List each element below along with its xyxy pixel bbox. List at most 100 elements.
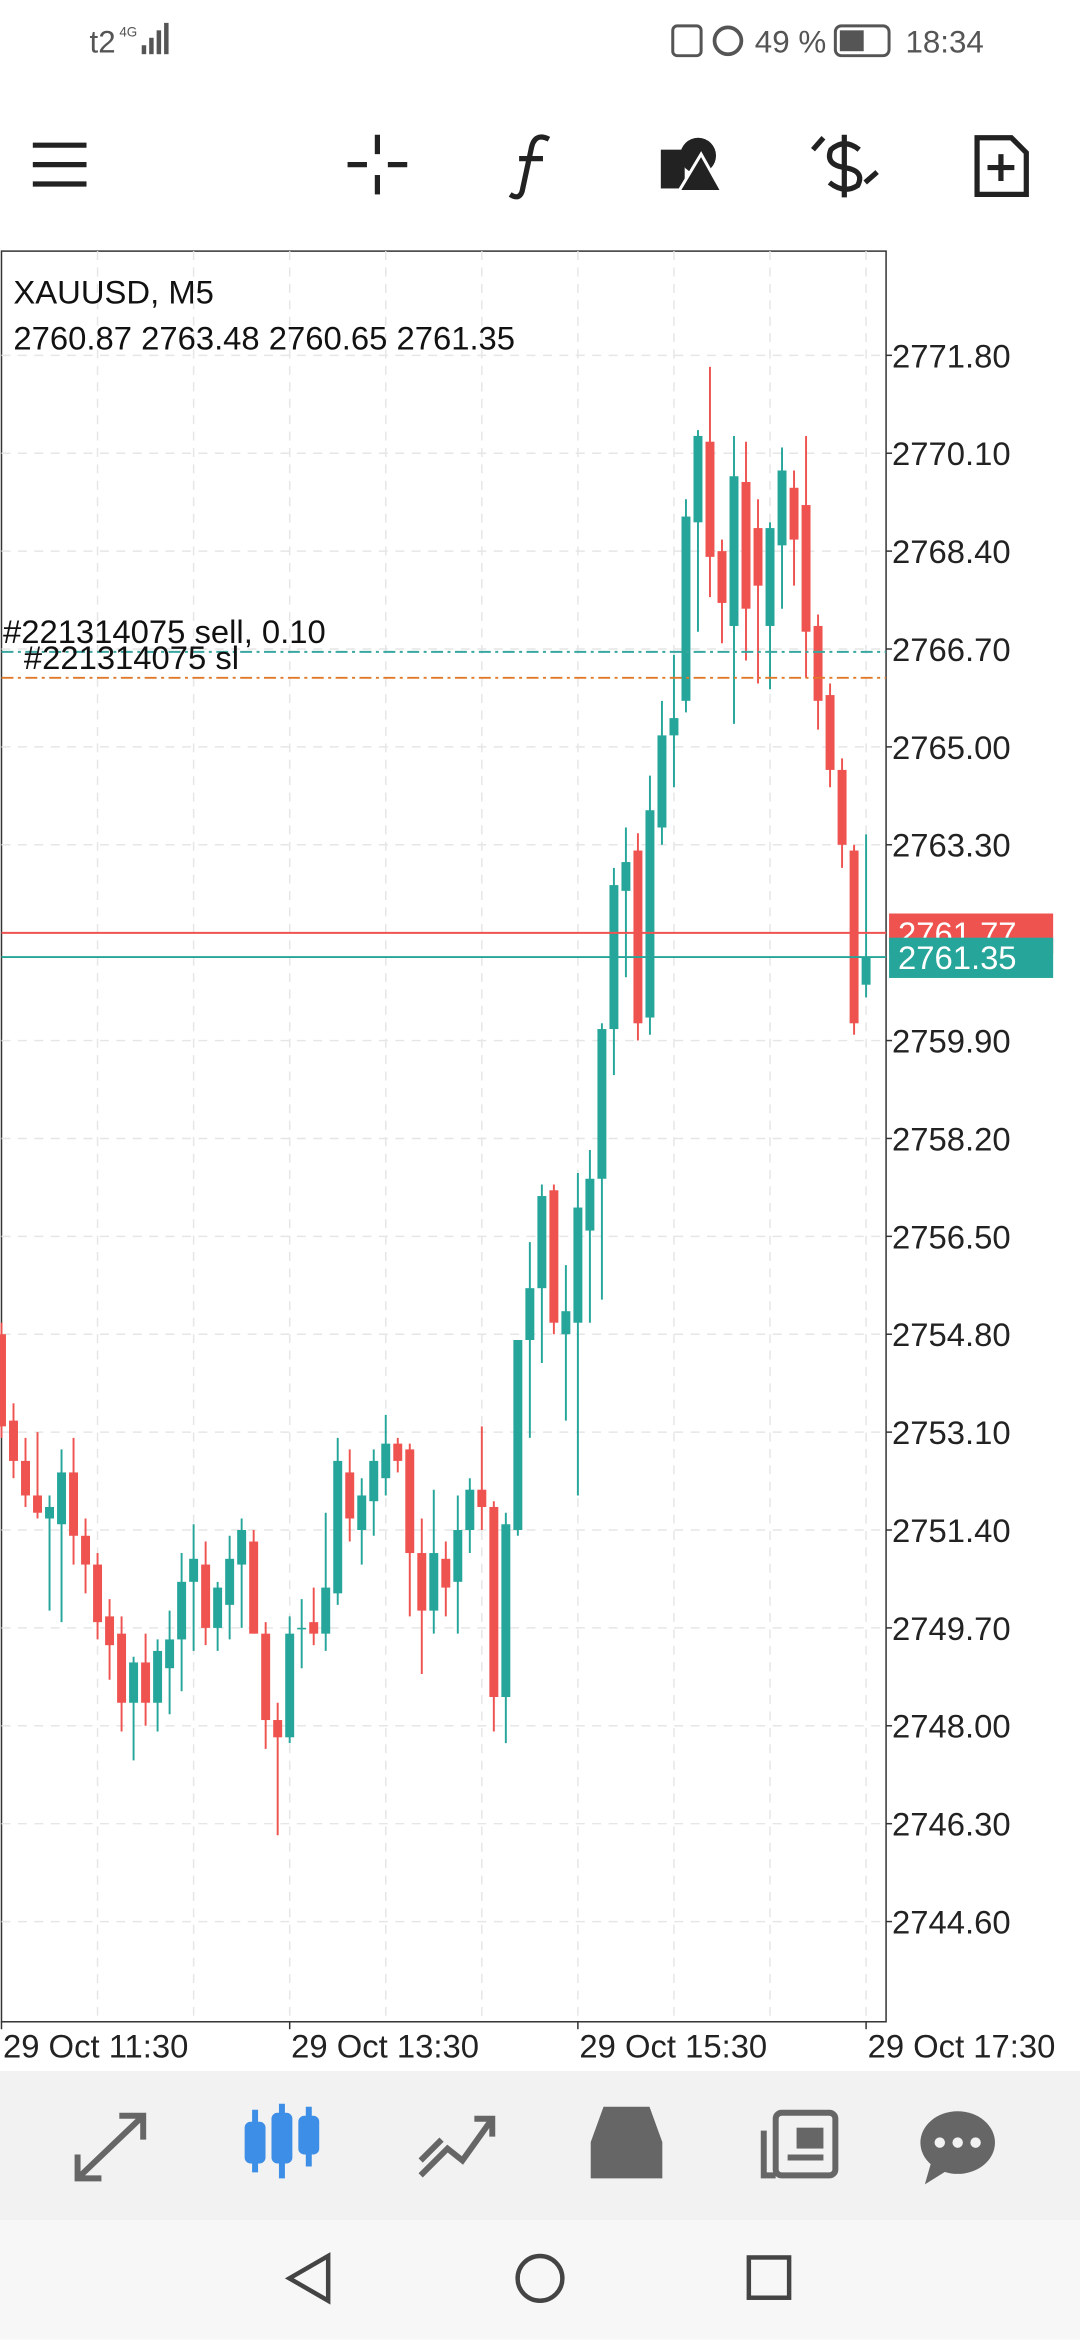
candle-body [621,862,631,891]
candle-body [177,1581,187,1640]
crosshair-button[interactable] [347,134,408,195]
y-tick-label: 2758.20 [892,1120,1011,1157]
battery-fill [839,30,864,52]
candle-body [693,435,703,523]
candle-body [189,1558,199,1582]
price-axis: 2771.80 2770.10 2768.40 2766.70 2765.00 2763.… [886,337,1054,1941]
candle-body [453,1530,463,1582]
battery-level: 49 % [755,25,826,60]
recents-button[interactable] [746,2255,792,2300]
candle-body [297,1627,307,1630]
candle-body [93,1564,103,1623]
order-label: #221314075 sl [24,639,239,676]
x-tick-label: 29 Oct 11:30 [3,2028,188,2065]
order-label: #221314075 sell, 0.10 [3,613,326,650]
tabs [74,2103,995,2185]
trade-tab[interactable] [418,2115,496,2178]
candle-body [849,850,859,1024]
candle-body [549,1190,559,1323]
candle-body [57,1472,67,1525]
x-tick-label: 29 Oct 17:30 [868,2028,1056,2065]
candle-body [513,1339,523,1531]
candle-body [537,1196,547,1289]
network: 4G [119,24,137,39]
candle-body [837,769,847,845]
candle-body [129,1662,139,1703]
candle-body [273,1720,283,1738]
history-tab[interactable] [590,2106,663,2179]
candle-body [489,1506,499,1698]
candle-body [33,1495,42,1513]
candle-body [21,1460,30,1496]
candle-body [441,1558,451,1588]
candle-body [105,1616,115,1646]
new-order-button[interactable] [974,135,1029,198]
plot-area [0,250,887,2023]
candle-body [249,1541,259,1634]
x-tick-label: 29 Oct 13:30 [291,2028,479,2065]
y-tick-label: 2746.30 [892,1806,1011,1843]
candle-body [801,505,811,632]
bid-label: 2761.35 [898,939,1017,976]
candle-body [345,1472,355,1519]
candle-body [861,957,871,985]
candle-body [9,1420,18,1461]
chat-tab[interactable] [920,2111,995,2185]
candle-body [729,476,739,626]
candle-body [669,718,679,736]
quotes-tab[interactable] [74,2112,147,2182]
candle-body [741,482,751,609]
candle-body [765,528,775,626]
candle-body [285,1633,295,1738]
candle-body [381,1443,391,1479]
y-tick-label: 2759.90 [892,1022,1011,1059]
candle-body [69,1472,79,1536]
candle-body [705,441,715,557]
candle-body [309,1622,319,1634]
chart: #221314075 sell, 0.10#221314075 sl XAUUS… [0,250,1056,2065]
ohlc-close: 2761.35 [396,320,515,357]
trade-button[interactable] [811,134,879,198]
candle-body [597,1029,607,1179]
x-tick-label: 29 Oct 15:30 [579,2028,767,2065]
candle-body [45,1506,54,1519]
symbol-title: XAUUSD, M5 [13,273,213,310]
candles [0,366,871,1836]
candle-body [225,1558,235,1605]
candle-body [573,1207,583,1323]
chart-tab[interactable] [244,2103,320,2179]
alarm-icon [712,25,744,57]
candle-body [657,735,667,828]
news-tab[interactable] [760,2109,839,2179]
y-tick-label: 2763.30 [892,827,1011,864]
signal-icon [141,22,169,55]
system-nav [284,2252,792,2305]
nfc-icon [671,24,703,58]
candle-body [825,695,835,770]
y-tick-label: 2765.00 [892,729,1011,766]
y-tick-label: 2754.80 [892,1316,1011,1353]
candle-body [201,1564,211,1628]
home-button[interactable] [515,2253,565,2303]
system-nav-bar [0,2220,1080,2340]
candle-body [321,1587,331,1634]
candle-body [477,1489,487,1507]
y-tick-label: 2751.40 [892,1512,1011,1549]
candle-body [717,551,727,603]
candle-body [681,516,691,701]
indicators-button[interactable] [508,134,551,200]
y-tick-label: 2756.50 [892,1218,1011,1255]
candle-body [117,1633,127,1703]
candle-body [81,1535,91,1565]
y-tick-label: 2770.10 [892,435,1011,472]
candle-body [333,1460,343,1594]
candle-body [405,1449,415,1554]
back-button[interactable] [284,2252,331,2305]
candle-body [165,1639,175,1669]
y-tick-label: 2768.40 [892,533,1011,570]
clock: 18:34 [905,25,983,60]
menu-button[interactable] [32,142,87,187]
objects-button[interactable] [660,137,725,193]
